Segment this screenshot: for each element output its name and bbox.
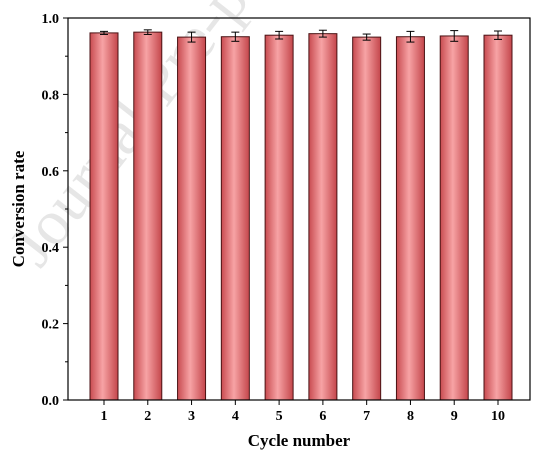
x-tick-label: 3	[188, 409, 195, 424]
error-bar-cycle-4	[231, 31, 240, 42]
y-tick-label: 0.0	[42, 394, 60, 409]
x-tick-label: 2	[144, 409, 151, 424]
y-tick-label: 0.6	[42, 165, 60, 180]
y-tick-label: 0.2	[42, 318, 60, 333]
error-bar-cycle-1	[100, 30, 108, 35]
error-bar-cycle-2	[143, 29, 152, 35]
error-bar-cycle-5	[275, 30, 284, 40]
error-bar-cycle-6	[318, 29, 327, 38]
x-tick-label: 10	[491, 409, 505, 424]
bar-cycle-10	[483, 34, 513, 401]
y-tick-label: 0.8	[42, 88, 60, 103]
x-tick-label: 7	[363, 409, 370, 424]
bar-cycle-1	[89, 32, 119, 401]
bar-cycle-8	[395, 36, 425, 401]
bars	[89, 31, 513, 401]
bar-cycle-9	[439, 35, 469, 401]
x-axis: 1 2 3 4 5 6 7 8 9 10	[101, 400, 505, 424]
error-bar-cycle-3	[187, 31, 196, 43]
x-tick-label: 8	[407, 409, 414, 424]
bar-cycle-2	[133, 31, 163, 401]
x-tick-label: 4	[232, 409, 239, 424]
error-bar-cycle-9	[450, 30, 459, 42]
error-bar-cycle-10	[494, 30, 502, 40]
x-tick-label: 1	[101, 409, 108, 424]
x-tick-label: 5	[276, 409, 283, 424]
error-bar-cycle-7	[362, 33, 371, 41]
bar-cycle-5	[264, 34, 294, 401]
x-axis-title: Cycle number	[248, 431, 351, 450]
bar-cycle-4	[220, 36, 250, 401]
error-bars	[100, 29, 502, 43]
x-tick-label: 9	[451, 409, 458, 424]
y-axis: 0.0 0.2 0.4 0.6 0.8 1.0	[42, 12, 68, 409]
y-axis-title: Conversion rate	[9, 150, 28, 267]
x-tick-label: 6	[319, 409, 326, 424]
bar-cycle-7	[352, 36, 382, 401]
y-tick-label: 1.0	[42, 12, 60, 27]
bar-cycle-3	[177, 36, 207, 401]
bar-cycle-6	[308, 33, 338, 401]
error-bar-cycle-8	[406, 30, 415, 43]
y-tick-label: 0.4	[42, 241, 60, 256]
